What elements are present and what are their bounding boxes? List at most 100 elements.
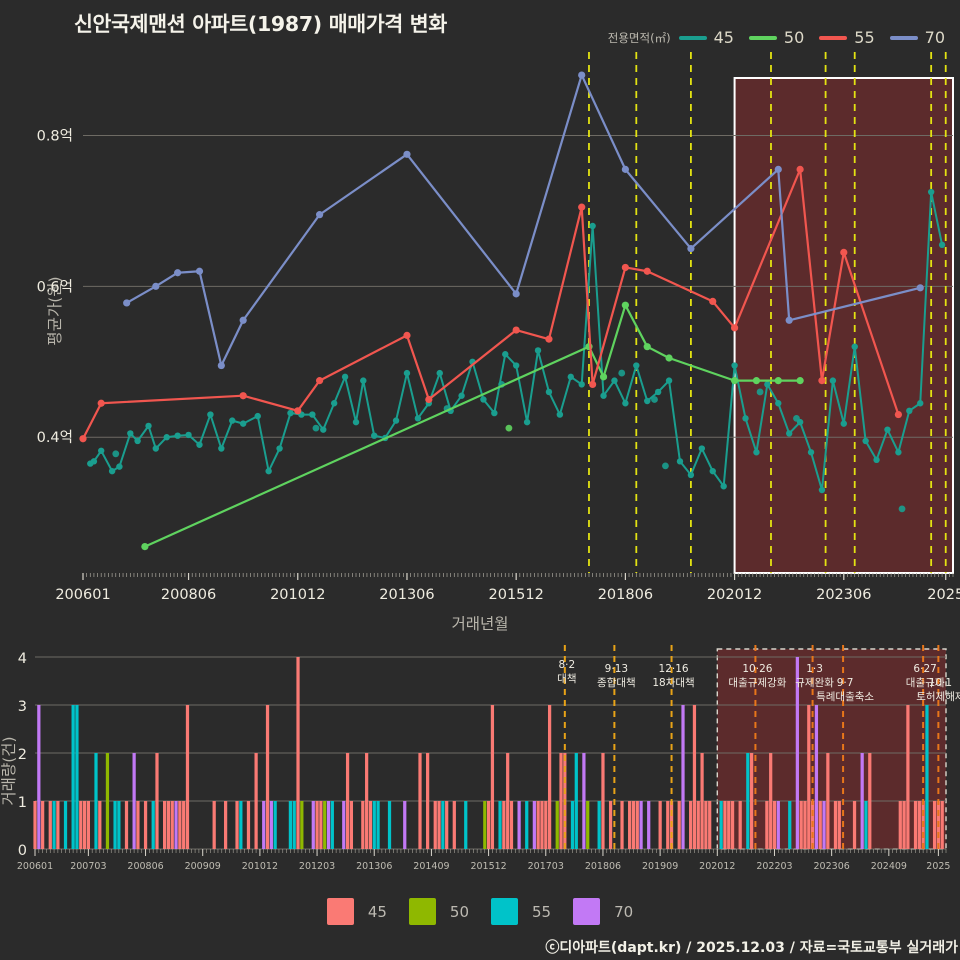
price-point-45[interactable] — [775, 400, 782, 407]
price-point-45[interactable] — [341, 373, 349, 381]
volume-bar[interactable] — [223, 801, 228, 849]
volume-bar[interactable] — [349, 801, 354, 849]
price-point-45[interactable] — [392, 417, 400, 424]
volume-bar[interactable] — [361, 801, 365, 849]
volume-bar[interactable] — [795, 657, 799, 849]
volume-bar[interactable] — [117, 801, 121, 849]
price-point-45[interactable] — [534, 347, 542, 354]
price-point-45[interactable] — [742, 415, 749, 422]
price-point-45[interactable] — [276, 445, 283, 452]
volume-bar[interactable] — [925, 705, 929, 849]
volume-bar[interactable] — [246, 801, 251, 849]
vlegend-item-45[interactable]: 45 — [326, 898, 387, 925]
volume-bar[interactable] — [803, 801, 807, 849]
price-point-70[interactable] — [195, 267, 204, 275]
volume-bar[interactable] — [151, 801, 155, 849]
volume-bar[interactable] — [689, 801, 693, 849]
volume-bar[interactable] — [799, 801, 803, 849]
price-point-45[interactable] — [840, 420, 847, 427]
price-point-55[interactable] — [818, 377, 826, 385]
volume-bar[interactable] — [71, 705, 75, 849]
price-point-45[interactable] — [600, 392, 607, 399]
price-scatter-45[interactable] — [898, 505, 906, 513]
price-point-55[interactable] — [643, 267, 651, 275]
price-point-55[interactable] — [578, 203, 586, 211]
volume-bar[interactable] — [254, 753, 258, 849]
volume-bar[interactable] — [765, 801, 769, 849]
volume-bar[interactable] — [315, 801, 319, 849]
volume-bar[interactable] — [723, 801, 727, 849]
volume-bar[interactable] — [532, 801, 536, 849]
price-point-45[interactable] — [207, 411, 214, 418]
price-point-55[interactable] — [730, 324, 739, 332]
volume-bar[interactable] — [105, 753, 110, 849]
price-point-45[interactable] — [196, 441, 203, 448]
price-point-45[interactable] — [90, 458, 98, 465]
price-point-50[interactable] — [599, 373, 608, 381]
price-point-45[interactable] — [330, 400, 338, 407]
price-point-55[interactable] — [589, 380, 597, 388]
legend-item-55[interactable]: 55 — [819, 28, 887, 47]
volume-bar[interactable] — [772, 801, 777, 849]
volume-bar[interactable] — [98, 801, 102, 849]
volume-bar[interactable] — [178, 801, 182, 849]
price-point-70[interactable] — [578, 71, 586, 79]
price-point-45[interactable] — [134, 437, 141, 445]
volume-bar[interactable] — [368, 801, 373, 849]
volume-bar[interactable] — [540, 801, 544, 849]
volume-bar[interactable] — [63, 801, 68, 849]
price-point-50[interactable] — [730, 377, 739, 385]
price-scatter-45[interactable] — [756, 388, 764, 396]
vlegend-item-70[interactable]: 70 — [573, 898, 633, 925]
price-point-45[interactable] — [523, 418, 531, 426]
volume-bar[interactable] — [608, 801, 613, 849]
price-point-45[interactable] — [545, 388, 553, 396]
volume-bar[interactable] — [143, 801, 148, 849]
volume-bar[interactable] — [776, 801, 780, 849]
volume-bar[interactable] — [708, 801, 712, 849]
price-point-45[interactable] — [720, 483, 727, 490]
volume-bar[interactable] — [75, 705, 79, 849]
price-scatter-45[interactable] — [793, 414, 800, 422]
volume-bar[interactable] — [212, 801, 216, 849]
volume-bar[interactable] — [445, 801, 449, 849]
price-point-45[interactable] — [98, 447, 105, 454]
volume-bar[interactable] — [94, 753, 98, 849]
volume-bar[interactable] — [319, 801, 323, 849]
volume-bar[interactable] — [696, 801, 700, 849]
volume-bar[interactable] — [296, 657, 300, 849]
price-point-45[interactable] — [731, 362, 738, 369]
price-point-45[interactable] — [163, 434, 170, 441]
price-point-45[interactable] — [654, 388, 662, 396]
price-point-50[interactable] — [774, 377, 782, 385]
volume-bar[interactable] — [136, 801, 140, 849]
price-point-55[interactable] — [796, 165, 804, 173]
price-point-45[interactable] — [502, 351, 509, 358]
price-point-55[interactable] — [545, 335, 553, 343]
volume-bar[interactable] — [441, 801, 445, 849]
price-point-45[interactable] — [753, 449, 760, 456]
volume-bar[interactable] — [235, 801, 239, 849]
volume-bar[interactable] — [658, 801, 662, 849]
price-scatter-50[interactable] — [505, 424, 513, 432]
volume-bar[interactable] — [506, 753, 510, 849]
price-point-70[interactable] — [217, 361, 225, 370]
volume-bar[interactable] — [155, 753, 159, 849]
volume-bar[interactable] — [631, 801, 636, 849]
volume-bar[interactable] — [330, 801, 334, 849]
volume-bar[interactable] — [418, 753, 422, 849]
volume-bar[interactable] — [365, 753, 369, 849]
volume-bar[interactable] — [525, 801, 529, 849]
price-point-45[interactable] — [458, 392, 465, 399]
price-scatter-45[interactable] — [651, 396, 658, 403]
price-point-45[interactable] — [254, 412, 261, 420]
price-point-55[interactable] — [709, 297, 717, 306]
price-point-70[interactable] — [403, 150, 411, 158]
price-point-55[interactable] — [840, 248, 848, 256]
price-point-45[interactable] — [938, 241, 946, 249]
price-point-45[interactable] — [622, 400, 629, 407]
price-point-55[interactable] — [97, 399, 105, 407]
volume-bar[interactable] — [868, 753, 872, 849]
price-point-45[interactable] — [895, 449, 902, 456]
volume-bar[interactable] — [769, 753, 773, 849]
